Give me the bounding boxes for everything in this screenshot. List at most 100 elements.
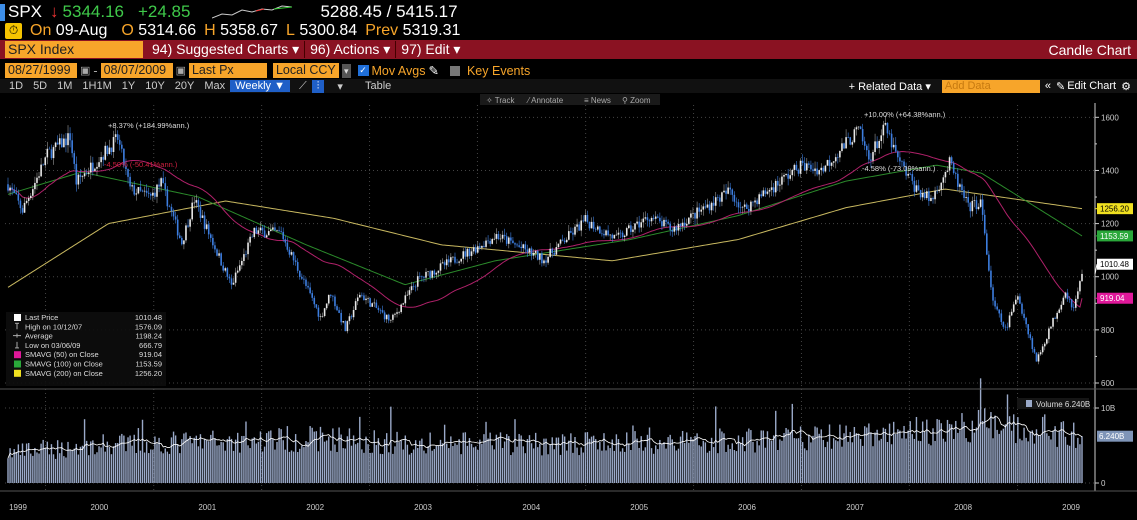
volume-bar <box>1008 416 1011 483</box>
mov-avgs-checkbox[interactable]: ✓ <box>357 65 369 76</box>
currency-select[interactable]: Local CCY <box>272 63 339 78</box>
collapse-icon[interactable]: « <box>1044 80 1051 92</box>
volume-bar <box>429 432 431 483</box>
candle-body <box>79 174 82 178</box>
table-button[interactable]: Table <box>364 80 392 92</box>
volume-bar <box>340 434 342 483</box>
candle-body <box>214 245 216 250</box>
volume-bar <box>843 433 845 483</box>
price-tick-label: 800 <box>1101 326 1115 335</box>
candle-body <box>56 142 59 145</box>
price-chart[interactable]: ✧ Track ⁄ Annotate ≡ News ⚲ Zoom 600 800 1… <box>0 93 1137 520</box>
volume-bar <box>392 453 394 483</box>
volume-bar <box>1054 426 1056 483</box>
period-1m[interactable]: 1M <box>57 80 73 92</box>
field-select[interactable]: Last Px <box>188 63 267 78</box>
actions-menu[interactable]: 96) Actions ▾ <box>305 41 397 58</box>
volume-bar <box>1077 437 1079 483</box>
period-5d[interactable]: 5D <box>33 80 48 92</box>
candle-body <box>667 221 669 224</box>
zoom-button[interactable]: ⚲ Zoom <box>622 96 651 105</box>
period-max[interactable]: Max <box>204 80 226 92</box>
volume-bar <box>236 432 239 483</box>
volume-bar <box>537 447 539 483</box>
candle-body <box>350 316 353 318</box>
legend-swatch <box>14 314 21 321</box>
volume-bar <box>851 442 854 483</box>
period-1h1m[interactable]: 1H1M <box>82 80 112 92</box>
candle-body <box>265 235 268 238</box>
candle-body <box>454 256 456 263</box>
candle-body <box>663 219 665 227</box>
menu-bar: SPX Index 94) Suggested Charts ▾ 96) Act… <box>0 40 1137 59</box>
volume-bar <box>599 441 601 483</box>
calendar-icon[interactable]: ▣ <box>80 65 91 77</box>
pencil-icon[interactable]: ✎ <box>1055 80 1066 93</box>
security-field[interactable]: SPX Index <box>5 41 143 58</box>
candle-body <box>545 260 547 263</box>
start-date-input[interactable]: 08/27/1999 <box>5 63 77 78</box>
calendar-icon[interactable]: ▣ <box>175 65 186 77</box>
volume-bar <box>760 430 762 483</box>
period-20y[interactable]: 20Y <box>174 80 195 92</box>
key-events-checkbox[interactable] <box>449 65 460 76</box>
volume-bar <box>1000 430 1002 483</box>
candle-body <box>313 297 316 305</box>
candle-body <box>1027 324 1029 335</box>
candle-body <box>224 268 227 271</box>
volume-bar <box>270 430 272 483</box>
chart-type-dropdown-icon[interactable]: ▾ <box>337 80 343 93</box>
edit-menu[interactable]: 97) Edit ▾ <box>401 41 461 57</box>
related-data-button[interactable]: + Related Data ▾ <box>848 80 931 93</box>
volume-bar <box>1037 434 1040 483</box>
volume-bar <box>636 438 638 483</box>
candle-body <box>447 259 450 263</box>
dropdown-arrow-icon[interactable]: ▾ <box>341 63 351 78</box>
end-date-input[interactable]: 08/07/2009 <box>100 63 173 78</box>
candle-body <box>919 190 922 198</box>
mov-avgs-label[interactable]: Mov Avgs <box>371 63 426 78</box>
candle-chart-icon[interactable]: ⫶ <box>311 79 325 93</box>
legend-label: High on 10/12/07 <box>25 322 82 331</box>
period-1y[interactable]: 1Y <box>121 80 136 92</box>
candle-body <box>630 225 632 232</box>
candle-body <box>458 261 460 263</box>
period-10y[interactable]: 10Y <box>145 80 165 92</box>
news-button[interactable]: ≡ News <box>584 96 611 105</box>
volume-bar <box>278 428 280 483</box>
pencil-icon[interactable]: ✎ <box>428 64 439 78</box>
candle-body <box>613 234 616 239</box>
volume-bar <box>67 441 69 483</box>
candle-body <box>781 176 783 185</box>
candle-body <box>358 294 361 298</box>
volume-bar <box>21 443 24 483</box>
annotate-button[interactable]: ⁄ Annotate <box>526 96 564 105</box>
volume-bar <box>979 378 982 483</box>
track-button[interactable]: ✧ Track <box>486 96 515 105</box>
candle-body <box>1004 326 1007 328</box>
volume-bar <box>609 448 611 483</box>
volume-bar <box>412 449 415 483</box>
volume-bar <box>268 431 270 483</box>
period-1d[interactable]: 1D <box>9 80 24 92</box>
suggested-charts-menu[interactable]: 94) Suggested Charts ▾ <box>147 41 306 58</box>
frequency-select[interactable]: Weekly ▼ <box>230 80 290 92</box>
volume-bar <box>884 428 887 483</box>
add-data-input[interactable]: Add Data <box>941 79 1040 93</box>
key-events-label[interactable]: Key Events <box>466 63 531 78</box>
candle-body <box>677 223 680 231</box>
candle-body <box>673 226 676 232</box>
volume-bar <box>470 443 473 483</box>
volume-bar <box>336 451 338 483</box>
gear-icon[interactable]: ⚙ <box>1121 80 1131 93</box>
delay-icon: ⏱ <box>5 23 22 39</box>
candle-body <box>837 157 839 158</box>
grid <box>5 105 1095 491</box>
volume-bar <box>777 450 779 483</box>
volume-tag-label: 6.240B <box>1099 432 1124 441</box>
line-chart-icon[interactable]: ⟋ <box>298 79 307 92</box>
volume-bar <box>398 442 400 483</box>
candle-body <box>162 178 165 184</box>
edit-chart-button[interactable]: Edit Chart <box>1067 80 1117 92</box>
volume-bar <box>321 432 324 483</box>
